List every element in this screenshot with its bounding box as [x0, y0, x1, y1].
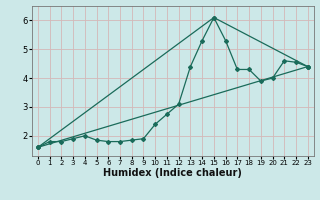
- X-axis label: Humidex (Indice chaleur): Humidex (Indice chaleur): [103, 168, 242, 178]
